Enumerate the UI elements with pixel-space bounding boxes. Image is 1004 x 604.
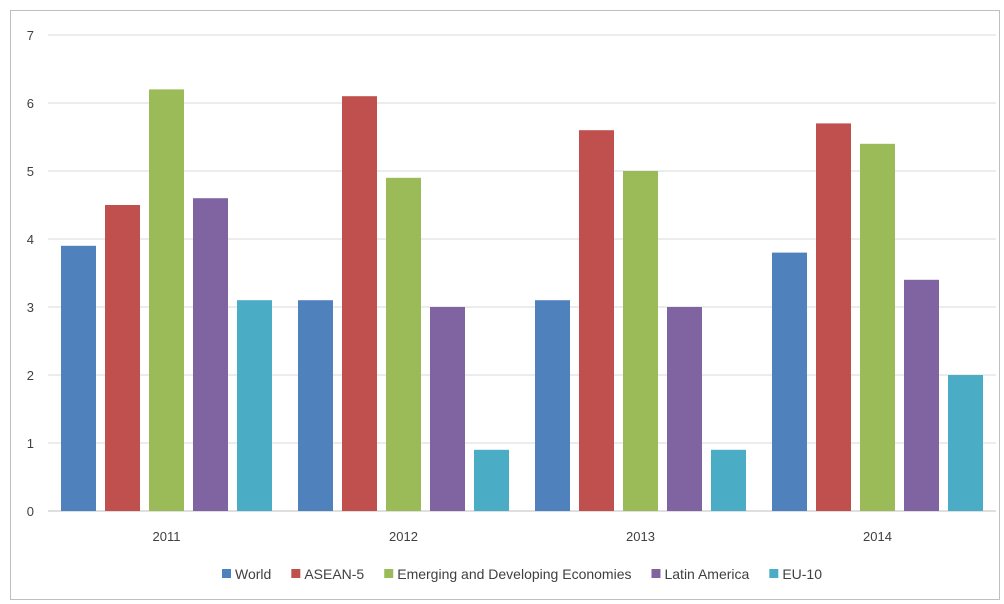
legend-label: Emerging and Developing Economies xyxy=(397,566,631,582)
legend-swatch xyxy=(222,569,231,578)
legend-item-asean-5: ASEAN-5 xyxy=(291,566,364,582)
y-tick-label: 2 xyxy=(27,368,34,383)
y-axis-ticks: 0 1 2 3 4 5 6 7 xyxy=(27,28,34,519)
bar-world-2012 xyxy=(298,300,333,511)
legend-label: ASEAN-5 xyxy=(304,566,364,582)
bar-latin-america-2013 xyxy=(667,307,702,511)
legend-item-eu-10: EU-10 xyxy=(769,566,822,582)
legend-item-latin-america: Latin America xyxy=(651,566,750,582)
legend-swatch xyxy=(769,569,779,578)
y-tick-label: 4 xyxy=(27,232,34,247)
bars xyxy=(61,89,983,512)
bar-world-2013 xyxy=(535,300,570,511)
bar-eu-10-2013 xyxy=(711,449,746,511)
legend-item-world: World xyxy=(222,566,271,582)
bar-asean-5-2011 xyxy=(105,205,140,511)
legend-swatch xyxy=(651,569,661,578)
y-tick-label: 0 xyxy=(27,504,34,519)
bar-asean-5-2014 xyxy=(816,123,851,512)
legend-item-emerging-and-developing-economies: Emerging and Developing Economies xyxy=(384,566,631,582)
legend: World ASEAN-5 Emerging and Developing Econ… xyxy=(222,566,822,582)
legend-label: EU-10 xyxy=(782,566,822,582)
bar-emerging-and-developing-economies-2011 xyxy=(149,89,184,512)
gridlines xyxy=(48,34,996,512)
bar-latin-america-2011 xyxy=(193,198,228,511)
y-tick-label: 1 xyxy=(27,436,34,451)
y-tick-label: 5 xyxy=(27,164,34,179)
x-tick-label: 2011 xyxy=(153,529,181,544)
bar-world-2014 xyxy=(772,252,807,511)
legend-label: Latin America xyxy=(664,566,749,582)
x-tick-label: 2013 xyxy=(626,529,655,544)
x-tick-label: 2012 xyxy=(389,529,418,544)
y-tick-label: 3 xyxy=(27,300,34,315)
y-tick-label: 7 xyxy=(27,28,34,43)
bar-asean-5-2013 xyxy=(579,130,614,511)
bar-emerging-and-developing-economies-2012 xyxy=(386,177,421,512)
bar-emerging-and-developing-economies-2013 xyxy=(623,171,658,511)
x-tick-label: 2014 xyxy=(863,529,892,544)
legend-label: World xyxy=(235,566,271,582)
bar-eu-10-2011 xyxy=(237,300,272,511)
y-tick-label: 6 xyxy=(27,96,34,111)
bar-world-2011 xyxy=(61,245,96,512)
bar-latin-america-2012 xyxy=(430,307,465,511)
x-axis-ticks: 2011 2012 2013 2014 xyxy=(153,529,892,544)
legend-swatch xyxy=(384,569,394,578)
bar-asean-5-2012 xyxy=(342,96,377,511)
bar-eu-10-2012 xyxy=(474,449,509,511)
bar-emerging-and-developing-economies-2014 xyxy=(860,143,895,512)
bar-latin-america-2014 xyxy=(904,279,939,511)
legend-swatch xyxy=(291,569,301,578)
bar-eu-10-2014 xyxy=(948,375,983,511)
